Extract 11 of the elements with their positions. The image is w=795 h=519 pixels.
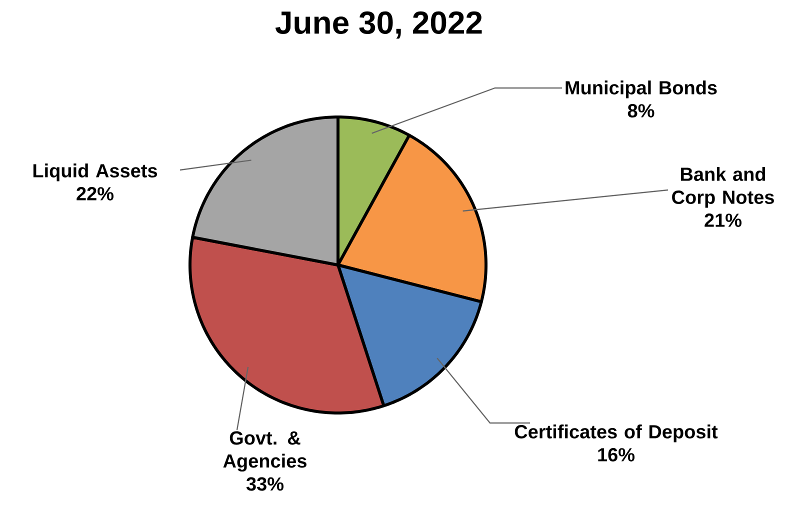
data-label: 33% bbox=[246, 477, 284, 491]
data-label: 16% bbox=[598, 448, 635, 462]
data-label: 21% bbox=[704, 214, 742, 227]
slice-label: Municipal Bonds bbox=[566, 80, 717, 98]
slice-label: Bank and Corp Notes bbox=[672, 167, 774, 208]
slice-label: Liquid Assets bbox=[33, 164, 158, 182]
slice-label: Certificates of Deposit bbox=[514, 424, 718, 442]
slice-label: Govt. & Agencies bbox=[223, 431, 306, 472]
data-label: 22% bbox=[76, 187, 114, 200]
data-label: 8% bbox=[628, 104, 654, 118]
chart-title: June 30, 2022 bbox=[275, 11, 482, 39]
